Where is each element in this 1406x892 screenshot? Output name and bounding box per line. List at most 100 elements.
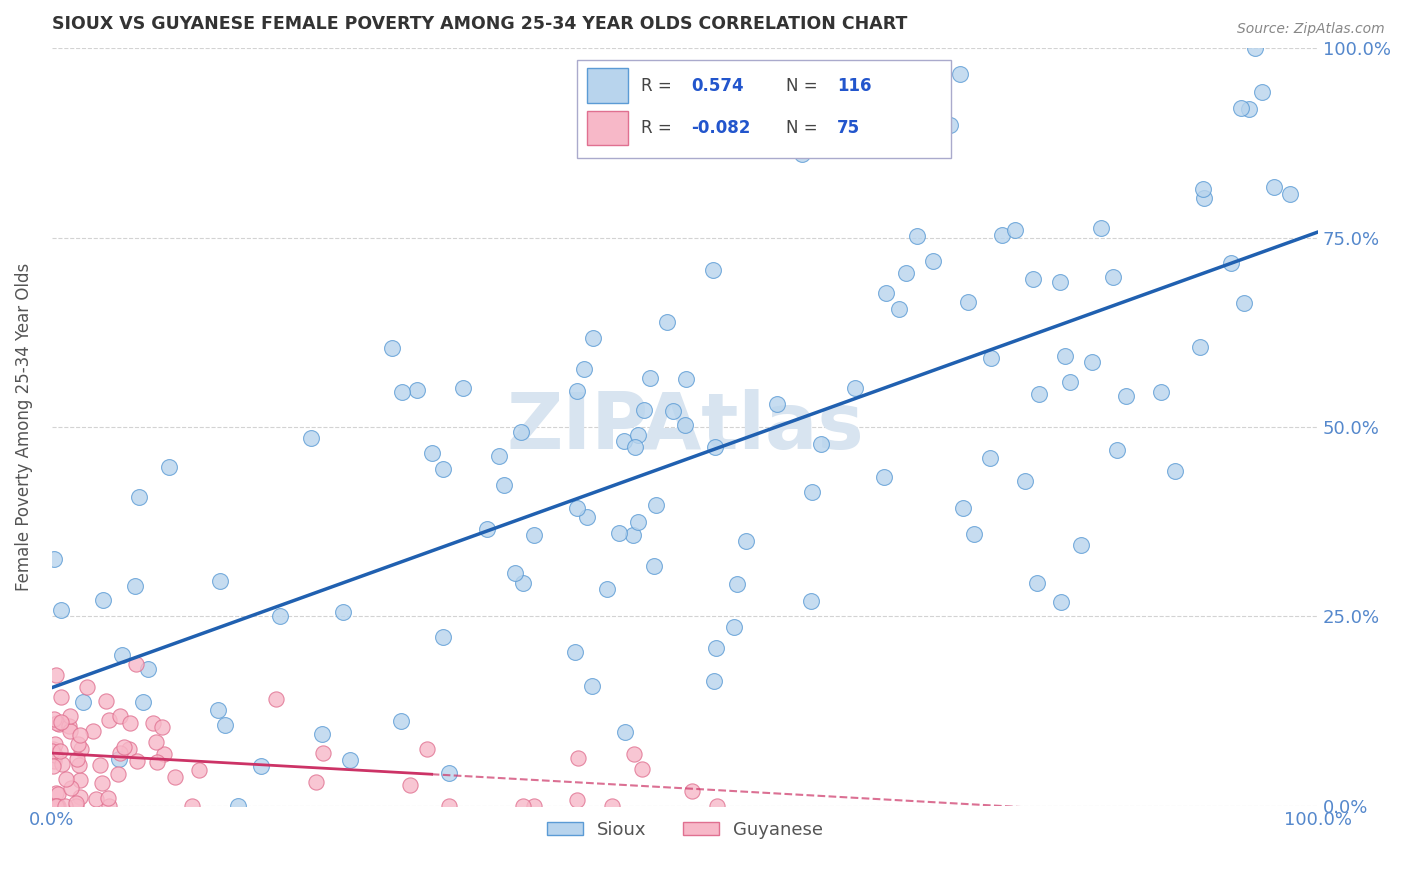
Point [420,446,443,460]
Point [523,528,546,542]
Point [706,798,728,813]
Point [512,576,534,591]
Point [1150,384,1173,399]
Text: N =: N = [786,119,823,137]
Point [391,384,413,399]
Point [1237,102,1260,116]
Point [150,720,173,734]
Point [69,728,91,742]
Point [72,695,94,709]
Point [42,712,65,726]
Point [725,576,748,591]
Point [1192,191,1215,205]
Point [596,582,619,597]
Point [146,756,169,770]
Point [42,551,65,566]
Text: R =: R = [641,77,676,95]
Point [45,798,67,813]
Point [439,766,461,780]
Point [704,640,727,655]
Point [42,754,65,768]
Point [905,229,928,244]
Point [45,786,67,800]
Point [42,742,65,756]
Point [633,403,655,417]
Point [980,351,1002,365]
Point [581,679,603,693]
Point [1244,41,1267,55]
Point [1279,186,1302,201]
Point [939,118,962,132]
Point [46,715,69,730]
Point [887,301,910,316]
FancyBboxPatch shape [588,111,628,145]
Point [681,784,703,798]
Point [60,780,83,795]
Point [250,759,273,773]
Point [702,263,724,277]
Point [405,384,427,398]
Point [138,662,160,676]
Point [1090,221,1112,235]
Point [792,147,814,161]
Point [69,790,91,805]
Point [662,404,685,418]
Point [82,724,104,739]
Point [96,694,118,708]
Point [1192,182,1215,196]
Point [1250,85,1272,99]
Point [41,744,63,758]
Point [1080,354,1102,368]
Text: Source: ZipAtlas.com: Source: ZipAtlas.com [1237,22,1385,37]
Point [66,751,89,765]
Point [1054,349,1077,363]
Point [76,680,98,694]
Point [416,742,439,756]
Point [181,798,204,813]
FancyBboxPatch shape [578,60,950,158]
Point [673,417,696,432]
Point [432,630,454,644]
Point [46,798,69,813]
Point [896,267,918,281]
Point [48,716,70,731]
Point [108,746,131,760]
Point [901,130,924,145]
Point [111,648,134,662]
Point [187,764,209,778]
Point [979,450,1001,465]
Point [49,744,72,758]
Point [735,534,758,549]
Point [84,791,107,805]
Point [299,430,322,444]
Point [312,747,335,761]
Point [45,667,67,681]
Point [128,491,150,505]
Point [607,525,630,540]
Point [89,758,111,772]
Point [1230,101,1253,115]
Point [209,574,232,588]
Point [949,67,972,81]
Point [45,798,67,813]
Point [512,798,534,813]
Point [51,757,73,772]
Point [922,253,945,268]
Point [55,772,77,787]
Point [58,719,80,733]
Point [58,709,80,723]
Point [49,690,72,704]
Point [65,798,87,813]
Point [107,767,129,781]
Point [991,228,1014,243]
Point [475,522,498,536]
Point [214,718,236,732]
Point [492,478,515,492]
Point [108,708,131,723]
Point [153,747,176,761]
FancyBboxPatch shape [588,68,628,103]
Point [1107,442,1129,457]
Point [53,798,76,813]
Text: R =: R = [641,119,676,137]
Point [963,527,986,541]
